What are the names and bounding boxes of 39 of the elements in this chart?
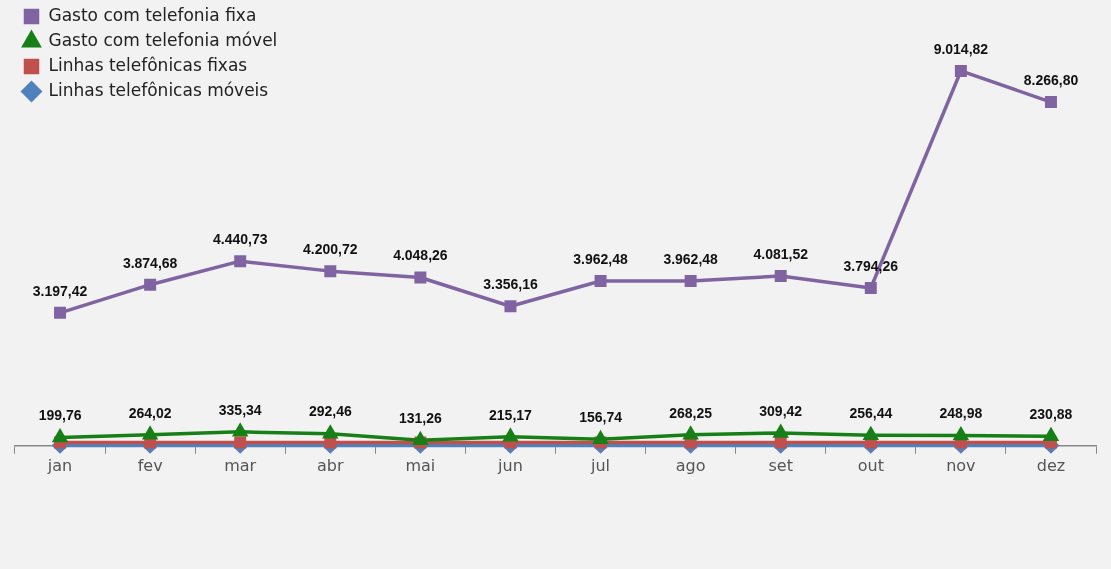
x-tick-label: jun	[497, 455, 523, 475]
legend-label: Gasto com telefonia fixa	[48, 4, 257, 25]
data-label: 3.874,68	[122, 254, 178, 271]
x-tick-label: dez	[1036, 455, 1066, 475]
x-tick-label: fev	[137, 455, 163, 475]
data-label: 131,26	[398, 410, 442, 427]
x-tick-label: abr	[317, 455, 344, 475]
data-label: 4.200,72	[303, 240, 358, 257]
data-label: 230,88	[1029, 406, 1073, 423]
data-label: 248,98	[939, 405, 983, 422]
data-label: 156,74	[579, 409, 623, 426]
x-tick-label: nov	[946, 455, 976, 475]
data-label: 3.962,48	[573, 250, 628, 267]
legend-label: Linhas telefônicas móveis	[48, 79, 269, 100]
legend-label: Linhas telefônicas fixas	[48, 54, 248, 75]
x-tick-label: set	[768, 455, 793, 475]
data-label: 199,76	[38, 407, 82, 424]
x-tick-label: out	[857, 455, 884, 475]
data-label: 268,25	[669, 404, 713, 421]
data-label: 309,42	[759, 402, 803, 419]
x-tick-label: ago	[675, 455, 706, 475]
x-tick-label: mar	[224, 455, 257, 475]
data-label: 264,02	[128, 404, 172, 421]
data-label: 292,46	[308, 403, 352, 420]
data-label: 8.266,80	[1023, 71, 1079, 88]
legend-label: Gasto com telefonia móvel	[48, 29, 278, 50]
x-tick-label: jan	[46, 455, 73, 475]
data-label: 335,34	[218, 401, 262, 418]
data-label: 3.197,42	[32, 282, 88, 299]
data-label: 4.081,52	[753, 245, 809, 262]
x-tick-label: mai	[405, 455, 436, 475]
data-label: 3.356,16	[483, 276, 538, 293]
data-label: 215,17	[489, 406, 533, 423]
data-label: 256,44	[849, 405, 893, 421]
x-tick-label: jul	[590, 455, 611, 475]
data-label: 3.962,48	[663, 250, 719, 267]
data-label: 9.014,82	[933, 40, 989, 57]
data-label: 4.440,73	[212, 231, 268, 248]
data-label: 4.048,26	[393, 247, 448, 264]
